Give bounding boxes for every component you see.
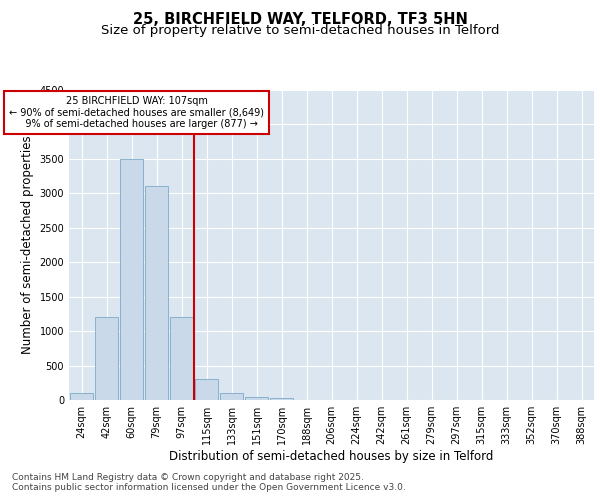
Text: Contains HM Land Registry data © Crown copyright and database right 2025.: Contains HM Land Registry data © Crown c…: [12, 472, 364, 482]
Bar: [145, 186, 169, 400]
Y-axis label: Number of semi-detached properties: Number of semi-detached properties: [21, 136, 34, 354]
Bar: [95, 318, 118, 400]
Bar: [220, 393, 244, 400]
Bar: [70, 393, 94, 400]
Text: Size of property relative to semi-detached houses in Telford: Size of property relative to semi-detach…: [101, 24, 499, 37]
Text: 25, BIRCHFIELD WAY, TELFORD, TF3 5HN: 25, BIRCHFIELD WAY, TELFORD, TF3 5HN: [133, 12, 467, 28]
X-axis label: Distribution of semi-detached houses by size in Telford: Distribution of semi-detached houses by …: [169, 450, 494, 463]
Bar: [245, 396, 268, 400]
Bar: [194, 380, 218, 400]
Bar: [119, 159, 143, 400]
Bar: [269, 398, 293, 400]
Bar: [170, 318, 193, 400]
Text: Contains public sector information licensed under the Open Government Licence v3: Contains public sector information licen…: [12, 482, 406, 492]
Text: 25 BIRCHFIELD WAY: 107sqm
← 90% of semi-detached houses are smaller (8,649)
   9: 25 BIRCHFIELD WAY: 107sqm ← 90% of semi-…: [9, 96, 264, 128]
